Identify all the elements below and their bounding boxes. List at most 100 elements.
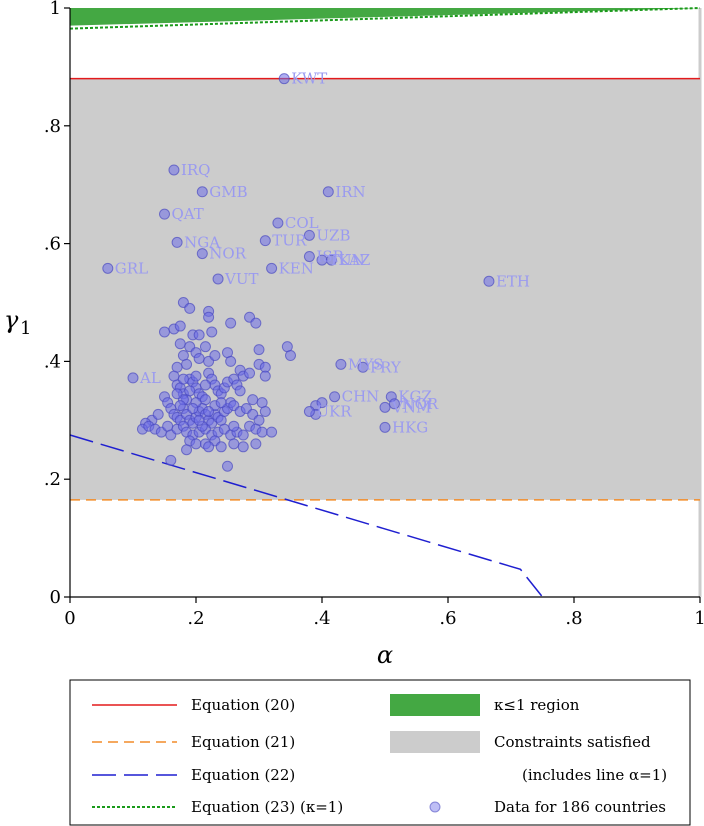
legend: Equation (20) κ≤1 region Equation (21) Cons… [69,679,691,826]
data-point [215,397,227,409]
data-point [215,441,227,453]
data-point [212,273,224,285]
country-label: KWT [291,70,327,88]
data-point [379,401,391,413]
data-point [256,426,268,438]
country-label: CHN [342,388,380,406]
data-point [259,370,271,382]
data-point [266,262,278,274]
country-label: COL [285,214,319,232]
legend-label: Equation (20) [191,696,295,714]
data-point [303,229,315,241]
data-point [278,73,290,85]
data-point [181,444,193,456]
y-axis-title-symbol: γ [4,306,19,334]
legend-label: Data for 186 countries [494,798,666,816]
data-point [228,420,240,432]
data-point [303,405,315,417]
y-tick-label: 1 [50,0,61,19]
data-point [266,426,278,438]
data-point [203,441,215,453]
scatter-points [102,73,495,472]
country-label: UKR [316,402,352,420]
x-tick-label: .8 [565,608,582,629]
data-point [357,361,369,373]
x-tick-label: .4 [313,608,330,629]
legend-swatch-constraints [390,731,480,753]
country-label: TUN [329,251,365,269]
legend-swatch-data [429,801,441,813]
country-label: PRY [370,358,402,376]
data-point [206,326,218,338]
country-label: MYS [348,355,384,373]
y-tick-label: 0 [50,587,61,608]
data-point [102,262,114,274]
legend-label: Equation (22) [191,766,295,784]
data-point [165,454,177,466]
data-point [225,355,237,367]
country-label: ETH [496,272,530,290]
data-point [259,405,271,417]
data-point [247,394,259,406]
country-label: NGA [184,233,220,251]
data-point [152,408,164,420]
equation-22-line [69,434,544,598]
data-point [174,400,186,412]
country-label: TUR [272,232,307,250]
data-point [253,344,265,356]
constraints-satisfied-region [70,78,700,500]
y-axis-title-subscript: 1 [20,318,31,339]
data-point [196,248,208,260]
data-point [303,251,315,263]
data-point [225,317,237,329]
country-label: VUT [224,270,258,288]
data-point [177,373,189,385]
country-label: VNM [391,398,431,416]
legend-swatch-kappa [390,694,480,716]
x-tick-label: .2 [187,608,204,629]
data-point [228,438,240,450]
data-point [203,311,215,323]
data-point [171,236,183,248]
data-point [272,217,284,229]
data-point [168,164,180,176]
x-tick-label: .6 [439,608,456,629]
country-label: NOR [401,395,438,413]
country-label: ISR [316,248,344,266]
data-point [209,350,221,362]
x-axis-title: α [377,641,393,669]
data-point [379,421,391,433]
axes: 0 .2 .4 .6 .8 1 0 .2 .4 .6 .8 1 [44,0,704,629]
data-point [322,186,334,198]
legend-label: κ≤1 region [494,696,580,714]
y-tick-label: .2 [44,469,61,490]
data-point [174,320,186,332]
data-point [159,326,170,338]
legend-label: Constraints satisfied [494,733,651,751]
country-label: GMB [209,183,247,201]
data-point [244,367,256,379]
data-point [335,358,347,370]
plot-area [69,7,702,598]
country-label: KGZ [398,388,432,406]
country-label: UZB [316,226,350,244]
x-tick-label: 0 [64,608,75,629]
legend-label: Equation (21) [191,733,295,751]
data-point [127,372,139,384]
country-label: HKG [392,418,428,436]
data-point [329,391,341,403]
data-point [285,350,296,362]
data-point [193,414,205,426]
data-point [199,341,211,353]
data-point [237,441,249,453]
data-point [234,385,246,397]
data-point [325,254,337,266]
legend-label: (includes line α=1) [522,766,667,784]
data-point [181,358,193,370]
data-point [222,460,233,472]
data-point [171,388,183,400]
data-point [184,385,196,397]
